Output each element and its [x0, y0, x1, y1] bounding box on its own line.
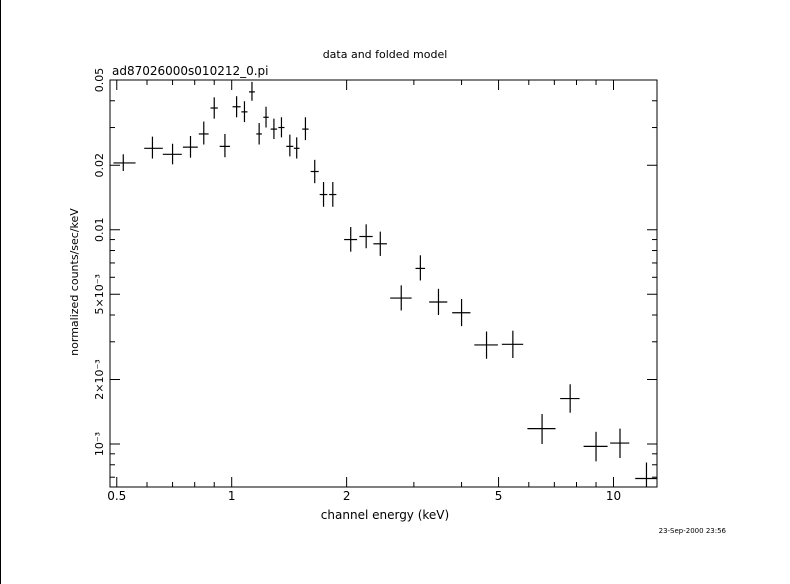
data-point — [373, 231, 387, 256]
x-tick-labels: 0.5 1 2 5 10 — [107, 489, 621, 503]
data-point — [560, 384, 580, 413]
data-point — [278, 117, 285, 138]
data-point — [210, 97, 218, 119]
plot-timestamp: 23-Sep-2000 23:56 — [659, 527, 727, 535]
data-point — [270, 118, 278, 140]
data-point — [144, 136, 163, 159]
data-point — [415, 255, 426, 281]
data-point — [501, 330, 524, 359]
data-point — [219, 133, 231, 158]
y-tick-label: 5×10⁻³ — [93, 274, 106, 314]
data-point — [359, 224, 373, 249]
data-point — [256, 122, 262, 145]
data-point — [610, 428, 630, 459]
x-axis-label: channel energy (keV) — [321, 508, 449, 522]
data-point — [344, 227, 358, 252]
y-tick-label: 0.05 — [93, 68, 106, 93]
data-point — [263, 106, 269, 128]
chart-title: data and folded model — [323, 48, 448, 61]
x-tick-label: 5 — [495, 489, 503, 503]
data-points — [113, 81, 657, 487]
data-point — [293, 137, 300, 159]
chart-filename: ad87026000s010212_0.pi — [112, 64, 269, 78]
y-tick-label: 2×10⁻³ — [93, 359, 106, 399]
data-point — [113, 154, 136, 172]
x-tick-label: 2 — [343, 489, 351, 503]
x-tick-label: 1 — [228, 489, 236, 503]
y-tick-label: 0.02 — [93, 153, 106, 178]
data-point — [198, 121, 209, 145]
data-point — [635, 462, 657, 487]
data-point — [319, 182, 328, 207]
data-point — [390, 285, 412, 311]
data-point — [527, 414, 556, 445]
data-point — [241, 101, 248, 123]
data-point — [286, 134, 294, 157]
data-point — [232, 96, 241, 118]
data-point — [474, 331, 498, 359]
data-point — [302, 117, 309, 141]
data-point — [182, 135, 198, 158]
data-point — [162, 143, 182, 165]
plot-frame — [109, 79, 658, 488]
data-point — [329, 182, 337, 207]
x-tick-label: 0.5 — [107, 489, 126, 503]
data-point — [429, 288, 448, 316]
y-tick-label: 10⁻³ — [93, 432, 106, 456]
axis-ticks — [110, 79, 657, 487]
window-left-border — [0, 0, 1, 584]
data-point — [583, 431, 608, 462]
y-axis-label: normalized counts/sec/keV — [68, 208, 81, 356]
data-point — [310, 159, 319, 184]
y-tick-labels: 0.05 0.02 0.01 5×10⁻³ 2×10⁻³ 10⁻³ — [93, 68, 106, 456]
data-point — [249, 81, 255, 101]
data-point — [452, 299, 471, 327]
x-tick-label: 10 — [606, 489, 621, 503]
y-tick-label: 0.01 — [93, 218, 106, 243]
